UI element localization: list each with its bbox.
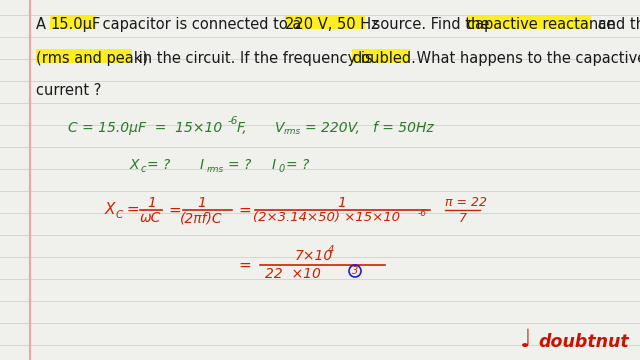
Text: 15.0μF: 15.0μF bbox=[50, 17, 100, 32]
Text: source. Find the: source. Find the bbox=[368, 17, 494, 32]
Text: = 220V,   f = 50Hz: = 220V, f = 50Hz bbox=[305, 121, 434, 135]
Text: 7×10: 7×10 bbox=[295, 249, 333, 263]
Text: and the current: and the current bbox=[593, 17, 640, 32]
Text: What happens to the capactive reactance and: What happens to the capactive reactance … bbox=[412, 51, 640, 66]
Text: c: c bbox=[141, 164, 147, 174]
Text: = ?: = ? bbox=[286, 158, 309, 172]
Text: I: I bbox=[272, 158, 276, 172]
Text: in the circuit. If the frequency is: in the circuit. If the frequency is bbox=[134, 51, 378, 66]
Text: (2πf)C: (2πf)C bbox=[180, 211, 223, 225]
Text: =: = bbox=[168, 202, 180, 217]
Text: 22  ×10: 22 ×10 bbox=[265, 267, 321, 281]
Text: ♩: ♩ bbox=[520, 328, 532, 352]
Text: =: = bbox=[238, 202, 251, 217]
Text: C: C bbox=[116, 210, 124, 220]
Text: V: V bbox=[275, 121, 285, 135]
Text: I: I bbox=[200, 158, 204, 172]
Text: 220 V, 50 Hz: 220 V, 50 Hz bbox=[285, 17, 379, 32]
Text: (rms and peak): (rms and peak) bbox=[36, 51, 148, 66]
Bar bbox=[285, 15, 365, 29]
Bar bbox=[36, 49, 132, 63]
Text: current ?: current ? bbox=[36, 83, 101, 98]
Bar bbox=[50, 15, 96, 29]
Text: = ?: = ? bbox=[147, 158, 170, 172]
Text: X: X bbox=[105, 202, 115, 217]
Text: 1: 1 bbox=[147, 196, 156, 210]
Bar bbox=[352, 49, 410, 63]
Text: =: = bbox=[122, 202, 140, 217]
Text: rms: rms bbox=[207, 165, 224, 174]
Text: -6: -6 bbox=[228, 116, 238, 126]
Text: 1: 1 bbox=[337, 196, 346, 210]
Text: π = 22: π = 22 bbox=[445, 197, 487, 210]
Text: capacitor is connected to a: capacitor is connected to a bbox=[98, 17, 306, 32]
Text: =: = bbox=[238, 257, 251, 273]
Text: doubtnut: doubtnut bbox=[538, 333, 628, 351]
Text: = ?: = ? bbox=[228, 158, 252, 172]
Text: rms: rms bbox=[284, 127, 301, 136]
Text: ωC: ωC bbox=[140, 211, 161, 225]
Text: 4: 4 bbox=[328, 245, 334, 255]
Text: doubled.: doubled. bbox=[352, 51, 416, 66]
Text: 7: 7 bbox=[459, 211, 467, 225]
Text: 0: 0 bbox=[279, 164, 285, 174]
Text: capactive reactance: capactive reactance bbox=[467, 17, 615, 32]
Bar bbox=[467, 15, 591, 29]
Text: C = 15.0μF  =  15×10: C = 15.0μF = 15×10 bbox=[68, 121, 222, 135]
Text: F,: F, bbox=[237, 121, 248, 135]
Text: A: A bbox=[36, 17, 51, 32]
Text: (2×3.14×50) ×15×10: (2×3.14×50) ×15×10 bbox=[253, 211, 400, 225]
Text: 1: 1 bbox=[197, 196, 206, 210]
Text: X: X bbox=[130, 158, 140, 172]
Text: -6: -6 bbox=[418, 208, 427, 217]
Text: 3: 3 bbox=[352, 266, 358, 276]
